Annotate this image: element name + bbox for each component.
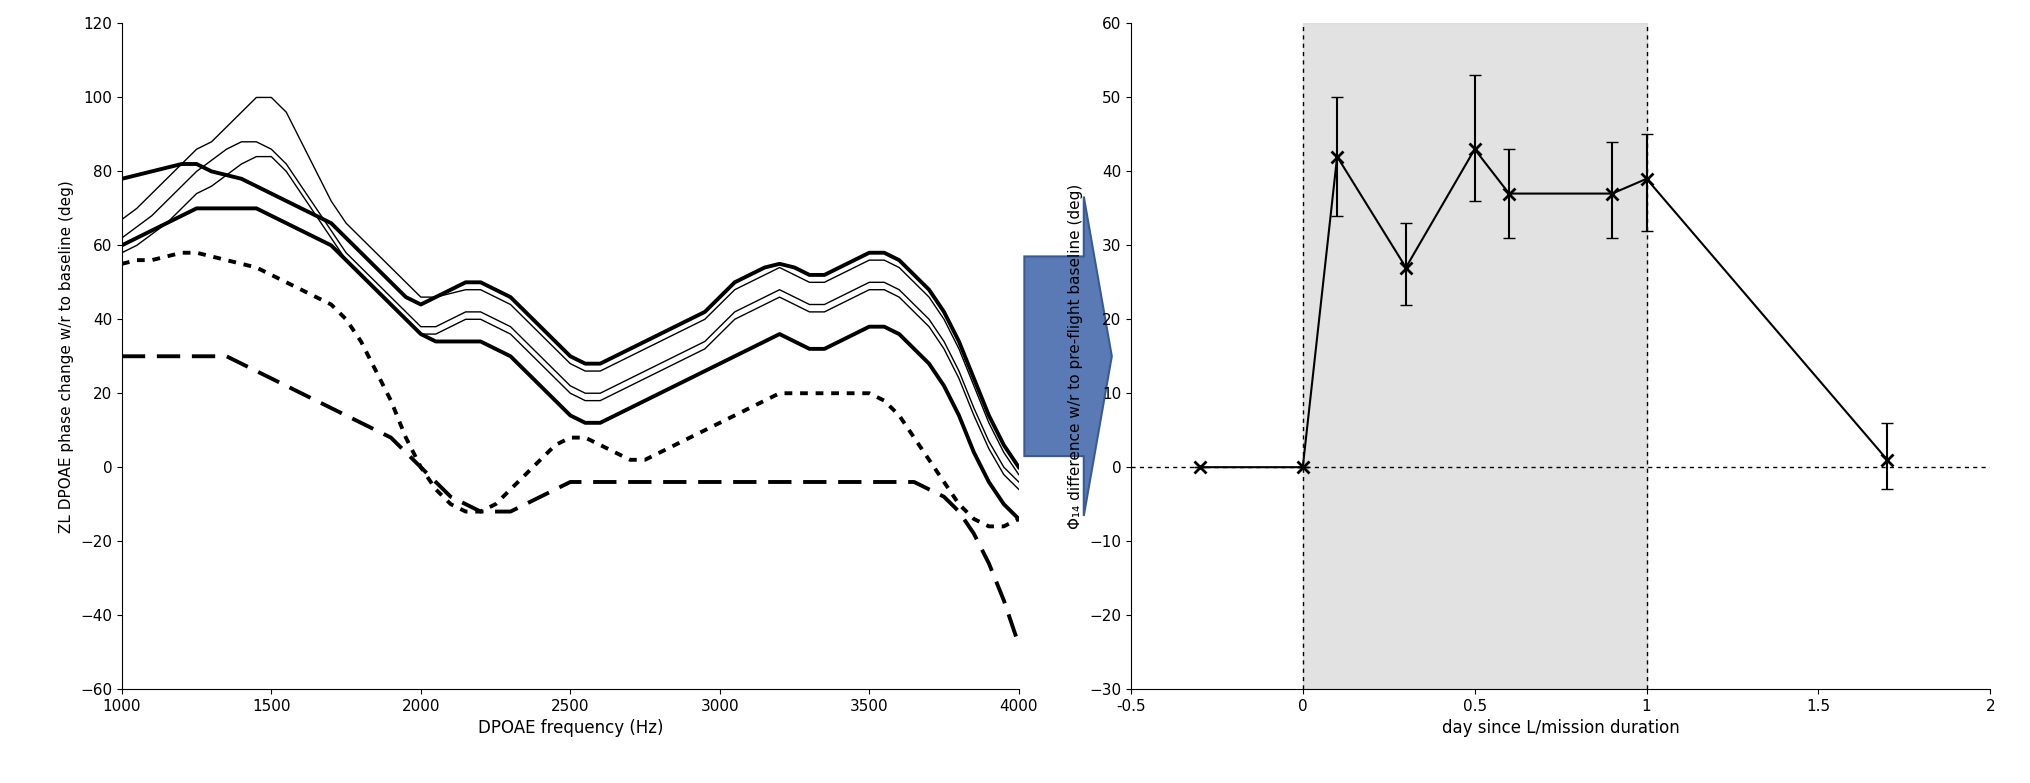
X-axis label: day since L/mission duration: day since L/mission duration — [1441, 720, 1679, 738]
FancyArrow shape — [1023, 197, 1110, 516]
Bar — [1301, 23, 1646, 689]
Y-axis label: Φ₁₄ difference w/r to pre-flight baseline (deg): Φ₁₄ difference w/r to pre-flight baselin… — [1068, 184, 1082, 529]
Y-axis label: ZL DPOAE phase change w/r to baseline (deg): ZL DPOAE phase change w/r to baseline (d… — [59, 180, 75, 532]
X-axis label: DPOAE frequency (Hz): DPOAE frequency (Hz) — [477, 720, 662, 738]
